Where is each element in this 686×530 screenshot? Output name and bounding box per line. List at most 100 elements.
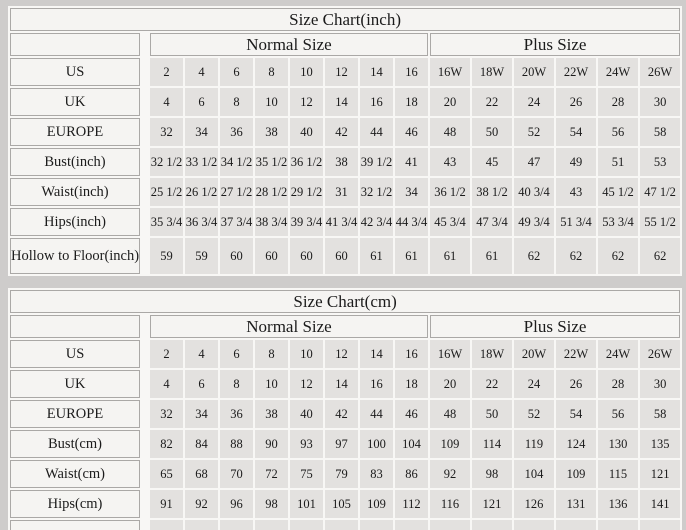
size-cell: 20W <box>514 340 554 368</box>
size-cell: 36 <box>220 118 253 146</box>
size-cell: 59 <box>150 238 183 274</box>
size-cell: 8 <box>255 340 288 368</box>
size-cell: 105 <box>325 490 358 518</box>
table-row: US 2 4 6 8 10 12 14 16 16W 18W 20W 22W 24W 26W <box>10 58 681 86</box>
size-cell: 40 <box>290 118 323 146</box>
size-cell: 35 1/2 <box>255 148 288 176</box>
size-cell: 20 <box>430 370 470 398</box>
size-cell: 4 <box>150 88 183 116</box>
size-cell: 16 <box>395 340 428 368</box>
column-spacer <box>142 118 148 146</box>
size-cell: 61 <box>472 238 512 274</box>
size-cell: 22 <box>472 370 512 398</box>
row-label: Bust(inch) <box>10 148 140 176</box>
size-cell: 131 <box>556 490 596 518</box>
size-cell: 68 <box>185 460 218 488</box>
size-cell: 116 <box>430 490 470 518</box>
size-cell: 34 <box>185 400 218 428</box>
size-cell: 42 3/4 <box>360 208 393 236</box>
table-row: Hollow to Floor(cm)141147150150152152155… <box>10 520 681 530</box>
size-cell: 50 <box>472 400 512 428</box>
size-cell: 34 <box>395 178 428 206</box>
table-row: Hips(inch) 35 3/4 36 3/4 37 3/4 38 3/4 39 3/4… <box>10 208 681 236</box>
column-spacer <box>142 340 148 368</box>
size-cell: 62 <box>598 238 638 274</box>
size-cell: 42 <box>325 118 358 146</box>
size-cell: 86 <box>395 460 428 488</box>
size-cell: 114 <box>472 430 512 458</box>
size-cell: 48 <box>430 118 470 146</box>
size-cell: 98 <box>472 460 512 488</box>
column-spacer <box>142 33 148 56</box>
size-cell: 54 <box>556 400 596 428</box>
size-cell: 104 <box>514 460 554 488</box>
size-cell: 28 <box>598 88 638 116</box>
size-cell: 14 <box>325 88 358 116</box>
size-cell: 16 <box>360 370 393 398</box>
size-cell: 39 3/4 <box>290 208 323 236</box>
column-spacer <box>142 490 148 518</box>
size-cell: 152 <box>325 520 358 530</box>
size-cell: 91 <box>150 490 183 518</box>
corner-cell <box>10 33 140 56</box>
size-cell: 61 <box>360 238 393 274</box>
size-chart-table-inch: Size Chart(inch) Normal Size Plus Size US 2 4… <box>8 6 683 276</box>
size-cell: 61 <box>395 238 428 274</box>
column-spacer <box>142 88 148 116</box>
size-cell: 26 <box>556 370 596 398</box>
row-label: Waist(inch) <box>10 178 140 206</box>
size-cell: 26 1/2 <box>185 178 218 206</box>
size-cell: 10 <box>255 88 288 116</box>
size-cell: 36 1/2 <box>290 148 323 176</box>
size-cell: 119 <box>514 430 554 458</box>
size-cell: 40 3/4 <box>514 178 554 206</box>
size-cell: 115 <box>598 460 638 488</box>
size-cell: 150 <box>255 520 288 530</box>
size-cell: 26 <box>556 88 596 116</box>
table-title-row: Size Chart(inch) <box>10 8 681 31</box>
size-cell: 47 <box>514 148 554 176</box>
size-cell: 75 <box>290 460 323 488</box>
size-cell: 50 <box>472 118 512 146</box>
size-cell: 4 <box>150 370 183 398</box>
size-cell: 26W <box>640 340 681 368</box>
size-cell: 28 1/2 <box>255 178 288 206</box>
size-cell: 35 3/4 <box>150 208 183 236</box>
size-cell: 45 1/2 <box>598 178 638 206</box>
size-cell: 38 <box>255 118 288 146</box>
column-spacer <box>142 400 148 428</box>
size-cell: 4 <box>185 340 218 368</box>
row-label: Hollow to Floor(cm) <box>10 520 140 530</box>
size-cell: 135 <box>640 430 681 458</box>
size-cell: 31 <box>325 178 358 206</box>
size-cell: 158 <box>514 520 554 530</box>
size-cell: 53 3/4 <box>598 208 638 236</box>
table-row: UK 4 6 8 10 12 14 16 18 20 22 24 26 28 30 <box>10 88 681 116</box>
size-cell: 92 <box>185 490 218 518</box>
size-cell: 93 <box>290 430 323 458</box>
size-cell: 4 <box>185 58 218 86</box>
size-cell: 54 <box>556 118 596 146</box>
size-cell: 41 3/4 <box>325 208 358 236</box>
size-cell: 12 <box>325 340 358 368</box>
size-cell: 6 <box>220 58 253 86</box>
size-cell: 52 <box>514 118 554 146</box>
column-spacer <box>142 148 148 176</box>
size-cell: 62 <box>514 238 554 274</box>
size-cell: 8 <box>220 370 253 398</box>
size-cell: 56 <box>598 400 638 428</box>
table-row: UK 4 6 8 10 12 14 16 18 20 22 24 26 28 30 <box>10 370 681 398</box>
size-cell: 44 <box>360 118 393 146</box>
size-cell: 141 <box>150 520 183 530</box>
column-spacer <box>142 238 148 274</box>
size-cell: 29 1/2 <box>290 178 323 206</box>
size-cell: 2 <box>150 58 183 86</box>
row-label: EUROPE <box>10 118 140 146</box>
column-spacer <box>142 370 148 398</box>
size-cell: 25 1/2 <box>150 178 183 206</box>
size-cell: 30 <box>640 88 681 116</box>
size-cell: 70 <box>220 460 253 488</box>
size-cell: 47 3/4 <box>472 208 512 236</box>
size-cell: 30 <box>640 370 681 398</box>
size-cell: 24 <box>514 88 554 116</box>
